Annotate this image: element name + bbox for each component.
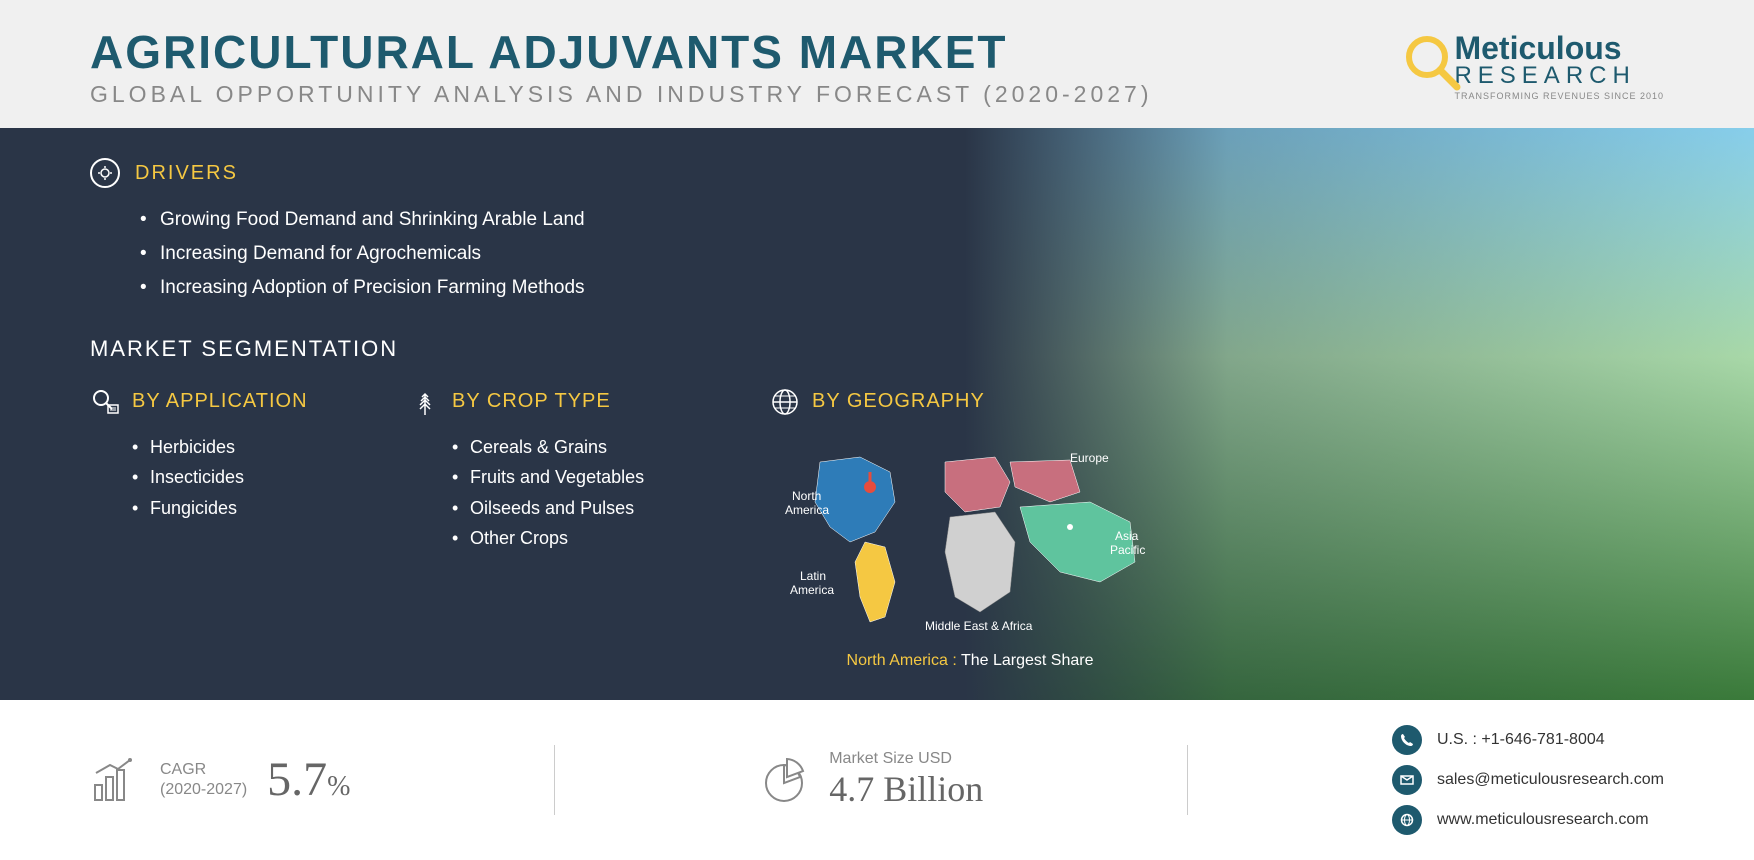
segment-label: BY CROP TYPE: [452, 390, 611, 413]
contact-block: U.S. : +1-646-781-8004 sales@meticulousr…: [1392, 725, 1664, 835]
svg-text:Middle East & Africa: Middle East & Africa: [925, 619, 1033, 632]
segment-label: BY GEOGRAPHY: [812, 390, 985, 413]
email-icon: [1392, 765, 1422, 795]
svg-text:America: America: [785, 503, 829, 517]
world-map: North America Latin America Europe Middl…: [770, 432, 1170, 670]
logo-main-text: Meticulous: [1454, 32, 1664, 64]
logo-tagline: TRANSFORMING REVENUES SINCE 2010: [1454, 91, 1664, 101]
search-icon: [90, 387, 120, 417]
chart-icon: [90, 755, 140, 805]
main-content: DRIVERS Growing Food Demand and Shrinkin…: [0, 128, 1754, 700]
page-subtitle: GLOBAL OPPORTUNITY ANALYSIS AND INDUSTRY…: [90, 81, 1402, 108]
segment-label: BY APPLICATION: [132, 390, 308, 413]
size-value: 4.7 Billion: [829, 768, 983, 810]
svg-text:Pacific: Pacific: [1110, 543, 1145, 557]
phone-icon: [1392, 725, 1422, 755]
brand-logo: Meticulous RESEARCH TRANSFORMING REVENUE…: [1402, 32, 1664, 101]
magnify-icon: [1402, 32, 1462, 92]
drivers-list: Growing Food Demand and Shrinking Arable…: [90, 203, 1664, 306]
pie-icon: [759, 755, 809, 805]
wheat-icon: [410, 387, 440, 417]
drivers-title: DRIVERS: [135, 162, 238, 185]
driver-item: Increasing Demand for Agrochemicals: [140, 237, 1664, 271]
segment-crop-type: BY CROP TYPE Cereals & Grains Fruits and…: [410, 387, 710, 670]
svg-text:North: North: [792, 489, 821, 503]
svg-text:America: America: [790, 583, 834, 597]
segment-item: Cereals & Grains: [452, 432, 710, 463]
logo-sub-text: RESEARCH: [1454, 64, 1664, 88]
contact-web[interactable]: www.meticulousresearch.com: [1392, 805, 1664, 835]
segment-geography: BY GEOGRAPHY North America Latin America: [770, 387, 1170, 670]
segmentation-title: MARKET SEGMENTATION: [90, 336, 1664, 362]
cagr-value: 5.7%: [267, 752, 350, 807]
segment-item: Herbicides: [132, 432, 350, 463]
footer: CAGR (2020-2027) 5.7% Market Size USD 4.…: [0, 700, 1754, 860]
segment-item: Oilseeds and Pulses: [452, 493, 710, 524]
page-title: AGRICULTURAL ADJUVANTS MARKET: [90, 25, 1402, 79]
divider: [1187, 745, 1188, 815]
driver-item: Increasing Adoption of Precision Farming…: [140, 271, 1664, 305]
globe-icon: [770, 387, 800, 417]
segment-item: Other Crops: [452, 523, 710, 554]
cagr-stat: CAGR (2020-2027) 5.7%: [90, 752, 351, 807]
segment-application: BY APPLICATION Herbicides Insecticides F…: [90, 387, 350, 670]
segment-item: Fruits and Vegetables: [452, 462, 710, 493]
contact-phone[interactable]: U.S. : +1-646-781-8004: [1392, 725, 1664, 755]
svg-text:Latin: Latin: [800, 569, 826, 583]
drivers-icon: [90, 158, 120, 188]
header: AGRICULTURAL ADJUVANTS MARKET GLOBAL OPP…: [0, 0, 1754, 128]
contact-email[interactable]: sales@meticulousresearch.com: [1392, 765, 1664, 795]
map-caption: North America : The Largest Share: [770, 652, 1170, 670]
driver-item: Growing Food Demand and Shrinking Arable…: [140, 203, 1664, 237]
svg-text:Europe: Europe: [1070, 451, 1109, 465]
segment-item: Fungicides: [132, 493, 350, 524]
cagr-period: (2020-2027): [160, 780, 247, 799]
divider: [554, 745, 555, 815]
size-label: Market Size USD: [829, 749, 983, 768]
cagr-label: CAGR: [160, 760, 247, 779]
segment-item: Insecticides: [132, 462, 350, 493]
market-size-stat: Market Size USD 4.7 Billion: [759, 749, 983, 810]
svg-text:Asia: Asia: [1115, 529, 1139, 543]
web-icon: [1392, 805, 1422, 835]
